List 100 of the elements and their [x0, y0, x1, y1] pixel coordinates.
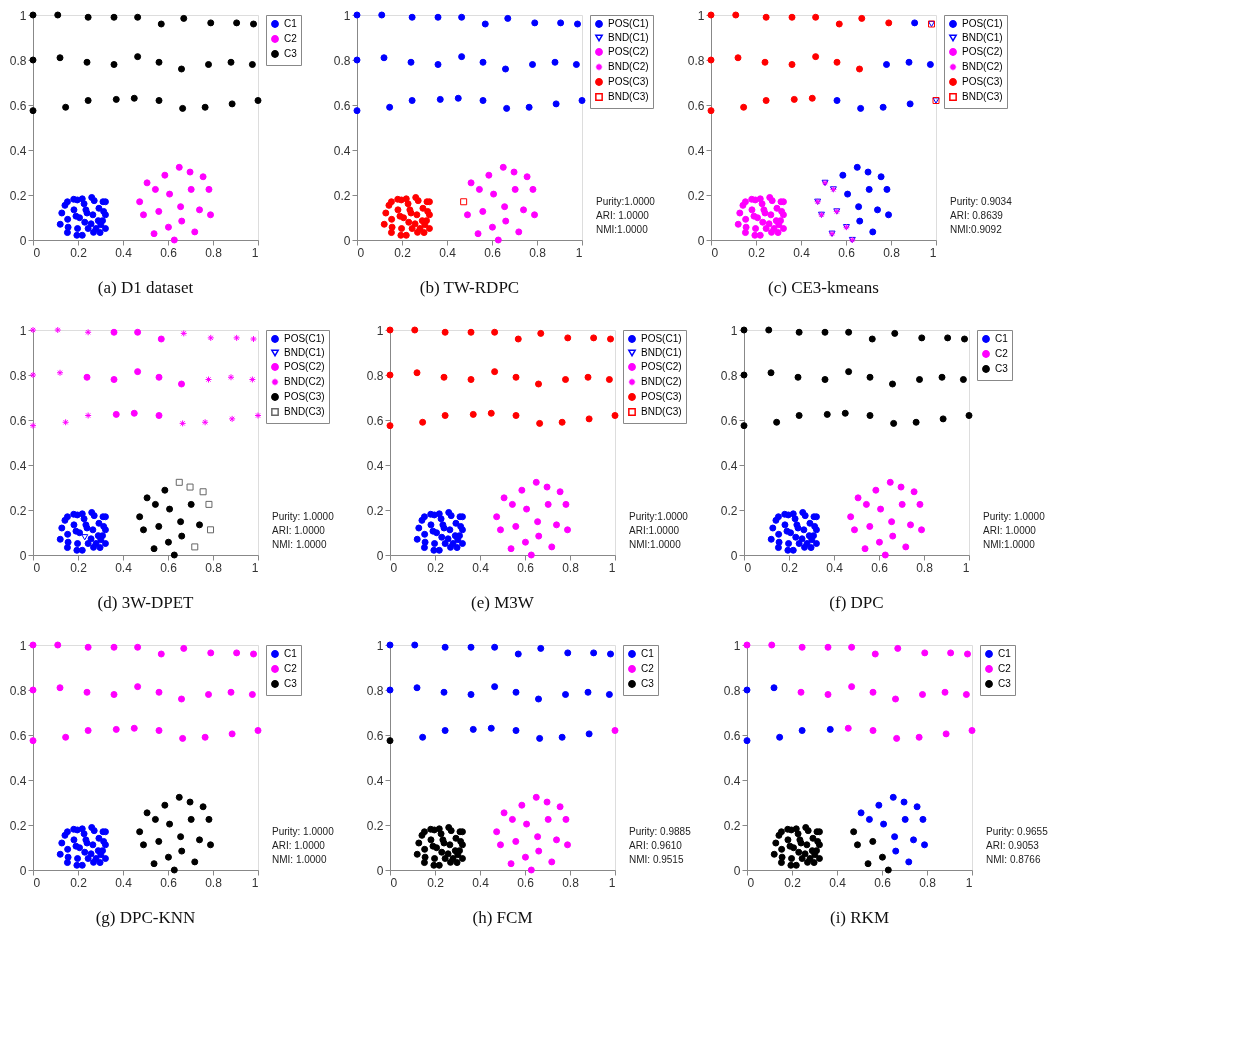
- legend-label: C1: [995, 333, 1009, 344]
- x-tick-label: 0.4: [115, 560, 133, 575]
- text: (d) 3W-DPET: [97, 593, 195, 612]
- legend-label: BND(C3): [641, 406, 682, 417]
- y-tick-label: 0.6: [9, 413, 27, 428]
- x-tick-label: 0.8: [205, 875, 223, 890]
- text: ARI: 1.0000: [272, 840, 326, 851]
- x-tick-label: 0.4: [115, 875, 133, 890]
- y-tick-label: 1: [19, 8, 27, 23]
- y-tick-label: 0.6: [723, 728, 741, 743]
- text: ARI: 1.0000: [272, 525, 326, 536]
- x-tick-label: 0.6: [484, 245, 502, 260]
- x-tick-label: 1: [608, 560, 616, 575]
- legend-label: POS(C1): [608, 18, 649, 29]
- text: NMI: 1.0000: [272, 539, 327, 550]
- y-tick-label: 0.6: [687, 98, 705, 113]
- y-tick-label: 0.4: [720, 458, 738, 473]
- y-tick-label: 0.6: [720, 413, 738, 428]
- y-tick-label: 1: [376, 638, 384, 653]
- text: NMI: 0.8766: [986, 854, 1041, 865]
- y-tick-label: 0.4: [723, 773, 741, 788]
- legend-label: C3: [998, 678, 1012, 689]
- x-tick-label: 0.2: [748, 245, 766, 260]
- text: Purity: 1.0000: [983, 511, 1046, 522]
- y-tick-label: 0: [730, 548, 738, 563]
- legend-label: POS(C2): [641, 361, 682, 372]
- text: ARI: 0.9053: [986, 840, 1040, 851]
- x-tick-label: 0.2: [427, 875, 445, 890]
- y-tick-label: 0.6: [9, 98, 27, 113]
- text: Purity: 0.9885: [629, 826, 692, 837]
- x-tick-label: 0.8: [562, 875, 580, 890]
- x-tick-label: 0: [33, 245, 41, 260]
- x-tick-label: 0.8: [919, 875, 937, 890]
- y-tick-label: 0.6: [366, 413, 384, 428]
- x-tick-label: 0.8: [205, 560, 223, 575]
- text: NMI: 1.0000: [272, 854, 327, 865]
- y-tick-label: 1: [376, 323, 384, 338]
- x-tick-label: 1: [251, 560, 259, 575]
- legend-label: C2: [284, 663, 298, 674]
- legend-label: C2: [641, 663, 655, 674]
- y-tick-label: 0: [376, 548, 384, 563]
- legend-label: C2: [284, 33, 298, 44]
- text: (g) DPC-KNN: [95, 908, 196, 927]
- text: (f) DPC: [829, 593, 884, 612]
- legend-label: POS(C1): [284, 333, 325, 344]
- x-tick-label: 1: [608, 875, 616, 890]
- legend-label: BND(C1): [641, 347, 682, 358]
- legend-label: POS(C1): [641, 333, 682, 344]
- legend-label: POS(C3): [962, 76, 1003, 87]
- x-tick-label: 0: [33, 875, 41, 890]
- y-tick-label: 0.2: [687, 188, 705, 203]
- x-tick-label: 1: [962, 560, 970, 575]
- legend-label: BND(C2): [641, 376, 682, 387]
- legend-label: BND(C3): [608, 91, 649, 102]
- text: Purity: 0.9034: [950, 196, 1013, 207]
- x-tick-label: 0: [33, 560, 41, 575]
- y-tick-label: 0.4: [333, 143, 351, 158]
- legend-label: POS(C2): [962, 46, 1003, 57]
- x-tick-label: 0.8: [916, 560, 934, 575]
- text: Purity: 0.9655: [986, 826, 1049, 837]
- y-tick-label: 0.8: [9, 53, 27, 68]
- y-tick-label: 0.8: [366, 683, 384, 698]
- y-tick-label: 0.2: [723, 818, 741, 833]
- x-tick-label: 0.6: [160, 875, 178, 890]
- y-tick-label: 1: [19, 323, 27, 338]
- legend-label: C3: [995, 363, 1009, 374]
- legend-label: POS(C2): [608, 46, 649, 57]
- x-tick-label: 0.4: [472, 875, 490, 890]
- x-tick-label: 1: [575, 245, 583, 260]
- x-tick-label: 0.4: [793, 245, 811, 260]
- x-tick-label: 0.6: [874, 875, 892, 890]
- y-tick-label: 0.4: [9, 143, 27, 158]
- x-tick-label: 1: [251, 875, 259, 890]
- legend-label: BND(C2): [608, 61, 649, 72]
- x-tick-label: 1: [929, 245, 937, 260]
- y-tick-label: 0.6: [366, 728, 384, 743]
- text: NMI:0.9092: [950, 224, 1003, 235]
- x-tick-label: 0.2: [427, 560, 445, 575]
- text: ARI: 0.8639: [950, 210, 1004, 221]
- legend-label: C1: [998, 648, 1012, 659]
- legend-label: C3: [641, 678, 655, 689]
- x-tick-label: 0: [390, 560, 398, 575]
- y-tick-label: 1: [733, 638, 741, 653]
- x-tick-label: 0.4: [829, 875, 847, 890]
- legend-label: BND(C1): [962, 32, 1003, 43]
- x-tick-label: 0.4: [439, 245, 457, 260]
- y-tick-label: 0.4: [9, 458, 27, 473]
- text: (i) RKM: [829, 908, 890, 927]
- y-tick-label: 0: [343, 233, 351, 248]
- y-tick-label: 1: [697, 8, 705, 23]
- x-tick-label: 0.4: [472, 560, 490, 575]
- x-tick-label: 1: [251, 245, 259, 260]
- text: ARI: 1.0000: [983, 525, 1037, 536]
- x-tick-label: 0.6: [517, 875, 535, 890]
- text: (c) CE3-kmeans: [768, 278, 879, 297]
- y-tick-label: 0.2: [9, 503, 27, 518]
- y-tick-label: 0: [733, 863, 741, 878]
- x-tick-label: 0.2: [781, 560, 799, 575]
- y-tick-label: 0.2: [366, 503, 384, 518]
- x-tick-label: 0.2: [784, 875, 802, 890]
